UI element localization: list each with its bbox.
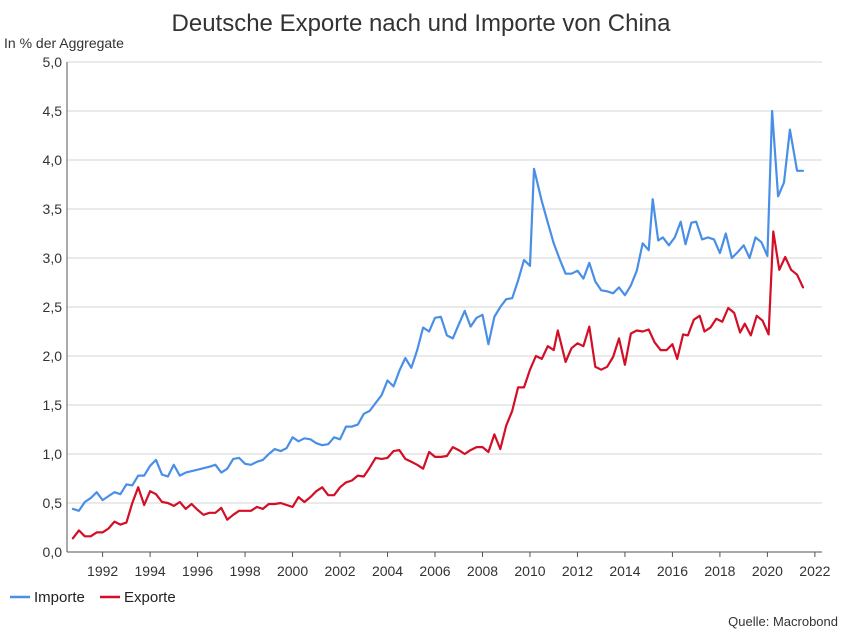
y-tick-label: 1,5 [43,397,63,413]
legend-label-importe: Importe [34,589,85,606]
x-tick-label: 1996 [182,563,213,579]
x-tick-label: 2016 [657,563,688,579]
y-tick-label: 0,5 [43,495,63,511]
x-tick-label: 1998 [229,563,260,579]
y-tick-label: 1,0 [43,446,63,462]
series-lines [73,111,803,538]
y-tick-label: 4,5 [43,103,63,119]
y-tick-label: 2,0 [43,348,63,364]
y-tick-label: 4,0 [43,152,63,168]
x-tick-label: 2006 [419,563,450,579]
series-line-importe [73,111,803,511]
x-tick-label: 1994 [135,563,166,579]
legend-label-exporte: Exporte [124,589,176,606]
gridlines [67,62,822,552]
legend: Importe Exporte [10,589,176,606]
x-tick-label: 2002 [324,563,355,579]
y-tick-label: 0,0 [43,544,63,560]
y-axis-ticks: 0,0 0,5 1,0 1,5 2,0 2,5 3,0 3,5 4,0 4,5 5,0 [43,54,63,560]
x-tick-label: 2008 [467,563,498,579]
x-tick-label: 2000 [277,563,308,579]
x-tick-label: 2022 [799,563,830,579]
x-tick-label: 2004 [372,563,403,579]
x-tick-label: 2018 [704,563,735,579]
y-tick-label: 5,0 [43,54,63,70]
x-tick-label: 2020 [752,563,783,579]
y-tick-label: 2,5 [43,299,63,315]
series-line-exporte [73,232,803,539]
source-note: Quelle: Macrobond [728,614,838,629]
x-tick-label: 1992 [87,563,118,579]
x-axis-ticks: 1992 1994 1996 1998 2000 2002 2004 2006 2008 2010… [87,552,831,579]
y-tick-label: 3,0 [43,250,63,266]
y-axis-label: In % der Aggregate [4,35,124,51]
x-tick-label: 2014 [609,563,640,579]
chart-title: Deutsche Exporte nach und Importe von Ch… [172,10,672,37]
y-tick-label: 3,5 [43,201,63,217]
x-tick-label: 2012 [562,563,593,579]
x-tick-label: 2010 [514,563,545,579]
